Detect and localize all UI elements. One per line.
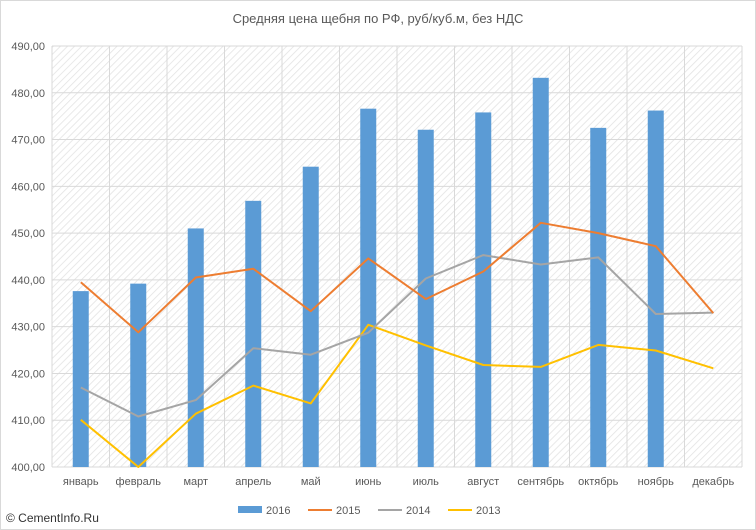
x-tick-label: октябрь <box>578 476 618 488</box>
y-tick-label: 420,00 <box>11 368 45 380</box>
x-tick-label: май <box>301 476 321 488</box>
bars-2016 <box>72 77 664 468</box>
bar-2016 <box>532 77 549 467</box>
x-tick-label: август <box>467 476 499 488</box>
y-tick-label: 490,00 <box>11 41 45 53</box>
y-tick-label: 460,00 <box>11 181 45 193</box>
legend-swatch <box>238 506 262 513</box>
x-tick-label: январь <box>63 476 99 488</box>
y-tick-label: 470,00 <box>11 135 45 147</box>
bar-2016 <box>72 291 89 467</box>
bar-2016 <box>130 283 147 467</box>
bar-2016 <box>360 108 377 467</box>
bar-2016 <box>245 200 262 467</box>
x-tick-label: сентябрь <box>517 476 564 488</box>
legend-item-2013: 2013 <box>448 505 500 517</box>
legend-item-2014: 2014 <box>378 505 430 517</box>
x-tick-label: июль <box>413 476 440 488</box>
bar-2016 <box>475 112 492 468</box>
x-tick-label: февраль <box>116 476 162 488</box>
line-series <box>80 221 715 468</box>
line-series-2013 <box>80 323 714 468</box>
y-tick-label: 480,00 <box>11 88 45 100</box>
y-tick-label: 430,00 <box>11 322 45 334</box>
line-series-2014 <box>80 254 714 418</box>
gridlines <box>51 45 743 468</box>
bar-2016 <box>647 110 664 467</box>
y-tick-label: 400,00 <box>11 462 45 474</box>
legend-item-2016: 2016 <box>238 505 290 517</box>
y-axis-ticks: 400,00 410,00 420,00 430,00 440,00 450,00 460,… <box>11 41 45 474</box>
legend: 2016 2015 2014 2013 <box>238 505 500 517</box>
legend-label: 2016 <box>266 505 290 517</box>
y-tick-label: 440,00 <box>11 275 45 287</box>
bar-2016 <box>187 228 204 467</box>
x-tick-label: декабрь <box>692 476 734 488</box>
line-series-2015 <box>80 221 715 334</box>
chart-title: Средняя цена щебня по РФ, руб/куб.м, без… <box>233 11 524 26</box>
x-tick-label: март <box>183 476 208 488</box>
bar-2016 <box>590 127 607 467</box>
legend-label: 2015 <box>336 505 360 517</box>
x-tick-label: июнь <box>355 476 381 488</box>
x-axis-ticks: январь февраль март апрель май июнь июль август… <box>63 476 735 488</box>
x-tick-label: ноябрь <box>638 476 675 488</box>
legend-item-2015: 2015 <box>308 505 360 517</box>
y-tick-label: 410,00 <box>11 415 45 427</box>
watermark: © CementInfo.Ru <box>6 511 99 525</box>
legend-label: 2014 <box>406 505 430 517</box>
bar-2016 <box>302 166 319 468</box>
x-tick-label: апрель <box>235 476 271 488</box>
legend-label: 2013 <box>476 505 500 517</box>
y-tick-label: 450,00 <box>11 228 45 240</box>
